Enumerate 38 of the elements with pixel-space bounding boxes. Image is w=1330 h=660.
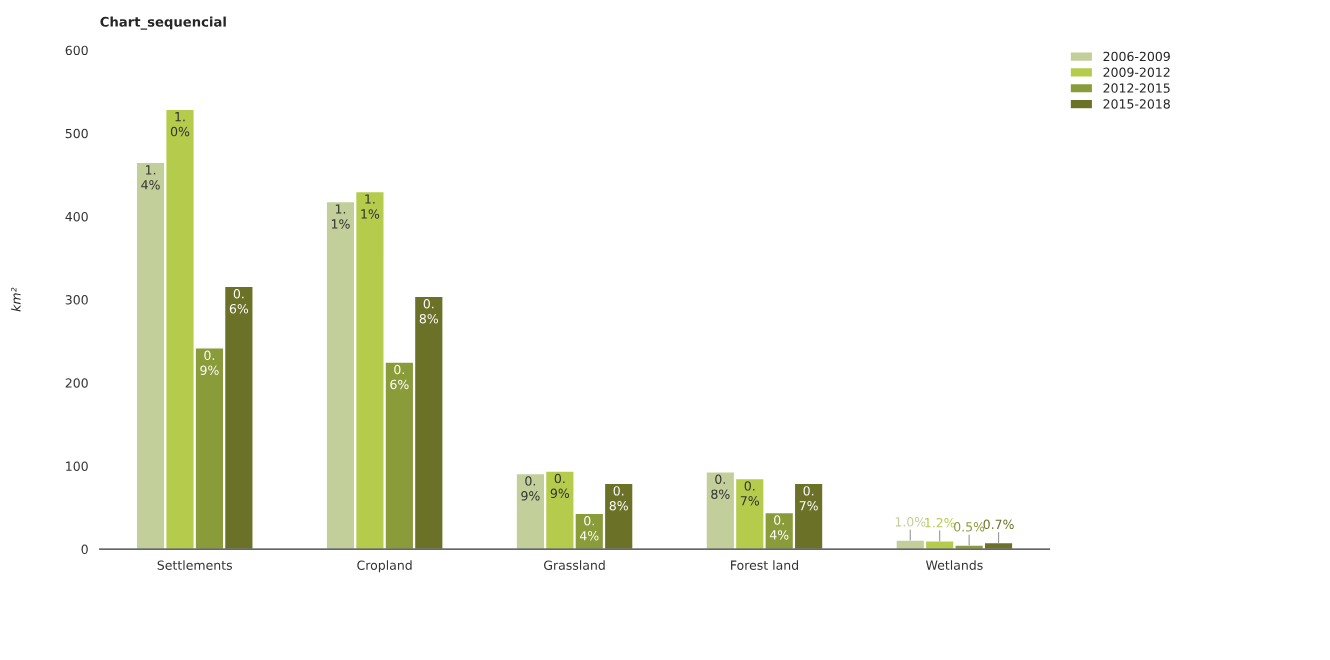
x-tick-label: Cropland xyxy=(357,560,412,573)
annotation: 0.7% xyxy=(740,481,759,506)
annotation: 1.0% xyxy=(895,517,926,527)
annotation: 1.2% xyxy=(925,517,955,528)
annotation: 1.4% xyxy=(141,165,160,190)
annotation: 0.6% xyxy=(229,289,249,314)
annotation: 0.9% xyxy=(550,473,570,499)
y-tick-label: 100 xyxy=(66,461,88,471)
annotation: 0.8% xyxy=(711,474,730,499)
annotation: 0.9% xyxy=(521,476,540,501)
annotation: 0.8% xyxy=(609,486,628,511)
legend-label: 2012-2015 xyxy=(1103,83,1170,93)
annotation: 0.4% xyxy=(579,516,599,541)
annotation: 1.0% xyxy=(170,112,190,137)
y-tick-label: 400 xyxy=(65,211,88,222)
annotation: 0.9% xyxy=(200,350,219,375)
legend-label: 2006-2009 xyxy=(1103,51,1170,62)
annotation: 0.7% xyxy=(983,519,1014,530)
chart-title: Chart_sequencial xyxy=(100,16,226,30)
y-tick-label: 500 xyxy=(65,128,88,139)
annotation: 0.7% xyxy=(799,486,818,511)
x-tick-label: Grassland xyxy=(544,560,605,570)
annotation: 1.1% xyxy=(331,204,350,229)
annotation: 0.4% xyxy=(769,515,789,540)
legend-label: 2015-2018 xyxy=(1103,99,1170,109)
x-tick-label: Settlements xyxy=(157,560,232,570)
y-axis-title: km² xyxy=(11,287,21,312)
y-tick-label: 600 xyxy=(65,45,88,56)
y-tick-label: 0 xyxy=(81,544,88,555)
x-tick-label: Forest land xyxy=(731,560,798,570)
y-tick-label: 200 xyxy=(65,378,88,388)
annotation: 0.6% xyxy=(390,364,409,390)
annotation: 0.5% xyxy=(954,522,985,532)
annotation: 1.1% xyxy=(361,194,380,219)
x-tick-label: Wetlands xyxy=(925,560,983,570)
annotation: 0.8% xyxy=(419,299,439,324)
legend-label: 2009-2012 xyxy=(1103,67,1170,77)
y-tick-label: 300 xyxy=(65,295,88,305)
